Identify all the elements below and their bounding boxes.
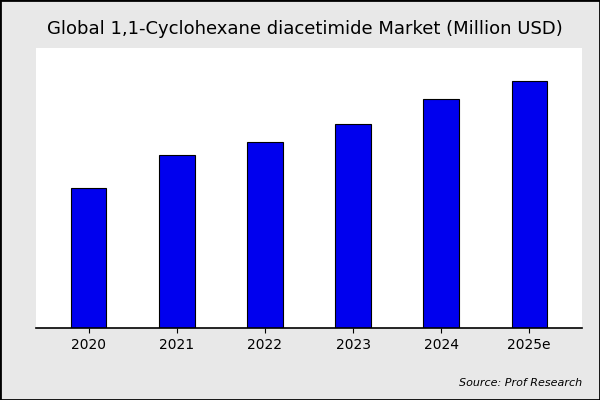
Bar <box>512 81 547 328</box>
Bar <box>424 99 459 328</box>
Bar <box>71 188 106 328</box>
Bar <box>159 155 194 328</box>
Text: Global 1,1-Cyclohexane diacetimide Market (Million USD): Global 1,1-Cyclohexane diacetimide Marke… <box>47 20 563 38</box>
Bar <box>335 124 371 328</box>
Bar <box>247 142 283 328</box>
Text: Source: Prof Research: Source: Prof Research <box>459 378 582 388</box>
